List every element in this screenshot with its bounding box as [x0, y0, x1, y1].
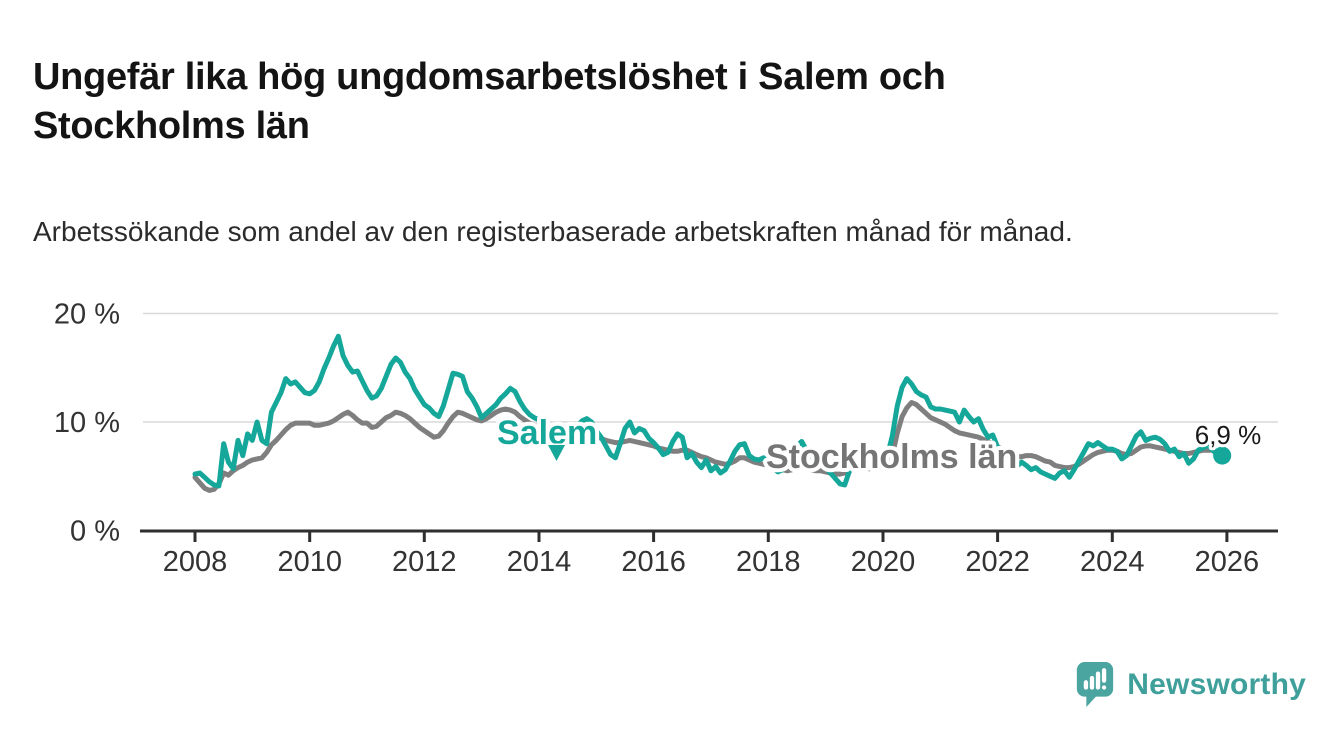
x-tick-label: 2016 — [621, 546, 686, 578]
x-tick-label: 2010 — [277, 546, 342, 578]
x-tick-label: 2014 — [507, 546, 572, 578]
chart-subtitle: Arbetssökande som andel av den registerb… — [33, 216, 1073, 247]
end-point-dot — [1213, 446, 1232, 465]
x-tick-label: 2026 — [1195, 546, 1260, 578]
x-tick-label: 2022 — [965, 546, 1030, 578]
y-tick-label: 0 % — [70, 516, 120, 548]
series-label-salem: Salem — [497, 414, 597, 452]
y-tick-label: 20 % — [54, 299, 120, 331]
x-tick-label: 2012 — [392, 546, 457, 578]
series-label-stockholms-lan: Stockholms län — [766, 438, 1017, 476]
x-tick-label: 2018 — [736, 546, 801, 578]
salem-label-arrow-icon — [546, 443, 567, 463]
x-tick-label: 2020 — [851, 546, 916, 578]
series-line-stockholms-lan — [192, 400, 1225, 493]
newsworthy-bubble-icon — [1077, 662, 1114, 707]
y-tick-label: 10 % — [54, 407, 120, 439]
series-line-salem — [192, 333, 1225, 489]
page-title: Ungefär lika hög ungdomsarbetslöshet i S… — [33, 56, 946, 147]
x-tick-label: 2008 — [163, 546, 228, 578]
x-tick-label: 2024 — [1080, 546, 1145, 578]
newsworthy-wordmark: Newsworthy — [1127, 667, 1306, 701]
newsworthy-logo: Newsworthy — [1076, 661, 1306, 708]
end-value-label: 6,9 % — [1195, 420, 1262, 450]
